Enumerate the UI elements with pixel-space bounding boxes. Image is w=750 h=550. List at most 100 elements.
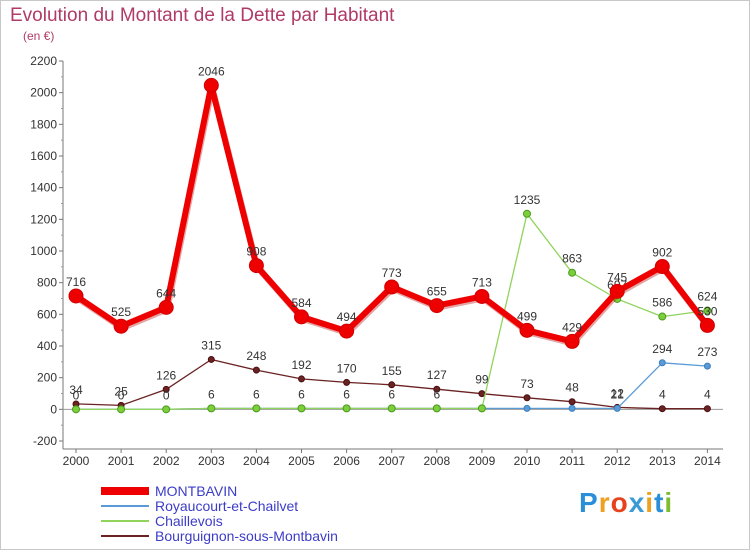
data-point (252, 404, 261, 413)
data-point (568, 398, 576, 406)
data-label: 6 (343, 387, 350, 401)
x-tick-label: 2013 (649, 454, 676, 468)
data-label: 21 (611, 387, 625, 401)
data-point (564, 333, 580, 349)
data-point (298, 375, 305, 383)
data-label: 192 (291, 358, 311, 372)
y-tick-label: 600 (37, 307, 57, 321)
y-tick-label: 2200 (30, 54, 57, 68)
data-point (477, 404, 486, 413)
data-label: 494 (337, 310, 357, 324)
x-tick-label: 2010 (514, 454, 541, 468)
data-point (68, 288, 84, 304)
data-label: 170 (337, 361, 357, 375)
data-label: 863 (562, 252, 582, 266)
chart-title: Evolution du Montant de la Dette par Hab… (10, 5, 395, 26)
x-tick-label: 2006 (333, 454, 360, 468)
y-tick-label: 0 (50, 402, 57, 416)
data-point (703, 362, 711, 370)
data-point (658, 359, 666, 367)
data-point (568, 268, 577, 277)
legend-swatch (101, 520, 149, 522)
data-label: 25 (114, 384, 128, 398)
y-tick-label: 1400 (30, 181, 57, 195)
x-tick-label: 2001 (108, 454, 135, 468)
data-label: 0 (118, 388, 125, 402)
x-tick-label: 2014 (694, 454, 721, 468)
y-tick-label: 1200 (30, 212, 57, 226)
data-label: 713 (472, 275, 492, 289)
data-point (207, 355, 215, 363)
x-tick-label: 2002 (153, 454, 180, 468)
y-tick-label: 400 (37, 339, 57, 353)
legend-swatch (101, 487, 149, 495)
data-point (248, 258, 264, 274)
y-tick-label: 1000 (30, 244, 57, 258)
data-label: 6 (433, 387, 440, 401)
data-point (72, 405, 80, 414)
data-point (388, 381, 396, 389)
data-point (609, 283, 625, 299)
data-point (699, 317, 715, 333)
data-label: 127 (427, 368, 447, 382)
x-tick-label: 2000 (63, 454, 90, 468)
data-point (474, 288, 490, 304)
data-label: 716 (66, 275, 86, 289)
data-point (339, 323, 355, 339)
data-point (297, 404, 306, 413)
data-label: 48 (565, 381, 579, 395)
data-label: 655 (427, 285, 447, 299)
series-montbavin: 716 525 644 2046 908 584 494 773 655 713 499 429 745… (66, 64, 718, 349)
data-point (523, 394, 531, 402)
data-point (384, 279, 400, 295)
x-tick-label: 2007 (378, 454, 405, 468)
data-label: 584 (291, 296, 311, 310)
y-tick-label: 1600 (30, 149, 57, 163)
y-tick-label: -200 (33, 434, 57, 448)
x-tick-label: 2008 (423, 454, 450, 468)
data-point (658, 312, 667, 321)
data-label: 0 (73, 388, 80, 402)
data-label: 4 (659, 388, 666, 402)
data-label: 6 (208, 387, 215, 401)
y-tick-label: 200 (37, 371, 57, 385)
chart-subtitle: (en €) (23, 29, 55, 43)
data-label: 273 (697, 345, 717, 359)
data-point (252, 366, 260, 374)
data-point (432, 404, 441, 413)
data-label: 2046 (198, 64, 225, 78)
data-label: 908 (246, 245, 266, 259)
legend-swatch (101, 505, 149, 507)
data-point (519, 322, 535, 338)
data-label: 315 (201, 338, 221, 352)
data-point (158, 299, 174, 315)
data-point (654, 259, 670, 275)
data-point (113, 318, 129, 334)
proxiti-logo: Proxiti (579, 487, 674, 518)
data-point (523, 404, 531, 412)
data-label: 248 (246, 349, 266, 363)
legend-swatch (101, 535, 149, 537)
data-label: 525 (111, 305, 131, 319)
data-label: 530 (697, 304, 717, 318)
data-label: 6 (298, 387, 305, 401)
y-tick-label: 800 (37, 276, 57, 290)
x-tick-label: 2011 (559, 454, 585, 468)
data-label: 99 (475, 373, 489, 387)
data-label: 644 (156, 286, 176, 300)
x-tick-label: 2005 (288, 454, 315, 468)
data-label: 499 (517, 309, 537, 323)
data-point (703, 306, 712, 315)
data-point (478, 390, 486, 398)
data-label: 155 (382, 364, 402, 378)
data-label: 6 (388, 387, 395, 401)
data-point (343, 378, 351, 386)
data-label: 126 (156, 368, 176, 382)
data-label: 745 (607, 270, 627, 284)
data-point (387, 404, 396, 413)
data-point (207, 404, 216, 413)
legend-label: MONTBAVIN (155, 483, 238, 499)
data-label: 294 (652, 342, 672, 356)
legend-label: Royaucourt-et-Chailvet (155, 498, 299, 514)
x-tick-label: 2012 (604, 454, 631, 468)
